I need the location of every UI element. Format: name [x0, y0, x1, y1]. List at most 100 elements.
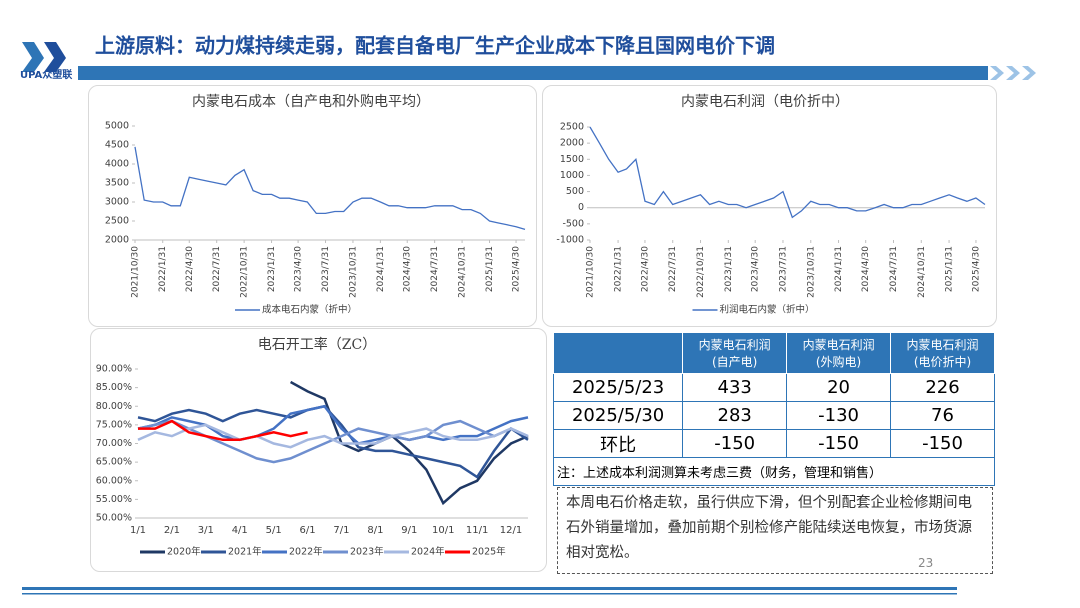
- x-tick-label: 2022/10/31: [696, 246, 706, 298]
- x-tick-label: 2024/1/31: [834, 246, 844, 292]
- x-tick-label: 2025/1/31: [945, 246, 955, 292]
- y-tick-label: 2500: [105, 216, 129, 227]
- x-tick-label: 2025/1/31: [485, 246, 495, 292]
- y-tick-label: 0: [578, 202, 584, 213]
- x-tick-label: 2024/4/30: [861, 246, 871, 292]
- comment-box: 本周电石价格走软，虽行供应下滑，但个别配套企业检修期间电石外销量增加，叠加前期个…: [557, 487, 993, 574]
- arrows: [990, 66, 1036, 80]
- chart-frame: [88, 85, 537, 327]
- x-tick-label: 2025/4/30: [971, 246, 981, 292]
- legend-label: 2025年: [472, 546, 506, 558]
- table-cell: 环比: [552, 429, 684, 458]
- y-tick-label: 65.00%: [96, 457, 132, 468]
- table-cell: 283: [682, 401, 788, 430]
- legend-label: 2022年: [289, 546, 323, 558]
- x-tick-label: 2023/10/31: [806, 246, 816, 298]
- table-cell: 2025/5/23: [552, 373, 684, 402]
- table-cell: -150: [890, 429, 995, 458]
- x-tick-label: 2024/1/31: [376, 246, 386, 292]
- x-tick-label: 4/1: [232, 525, 248, 536]
- x-tick-label: 2022/4/30: [185, 246, 195, 292]
- series-line: [589, 126, 986, 219]
- x-tick-label: 2023/7/31: [778, 246, 788, 292]
- x-tick-label: 7/1: [333, 525, 349, 536]
- logo-text: UPA众塑联: [20, 68, 72, 81]
- table-header: [552, 332, 684, 374]
- x-tick-label: 2022/7/31: [668, 246, 678, 292]
- y-tick-label: 75.00%: [96, 419, 132, 430]
- y-tick-label: 1500: [560, 154, 584, 165]
- y-tick-label: 500: [566, 186, 584, 197]
- legend-label: 2020年: [167, 546, 201, 558]
- x-tick-label: 2021/10/30: [131, 246, 141, 298]
- table-cell: 20: [786, 373, 892, 402]
- x-tick-label: 3/1: [198, 525, 214, 536]
- series-line: [137, 423, 529, 449]
- y-tick-label: 90.00%: [96, 364, 132, 375]
- y-tick-label: 70.00%: [96, 438, 132, 449]
- x-tick-label: 8/1: [367, 525, 383, 536]
- comment-text: 本周电石价格走软，虽行供应下滑，但个别配套企业检修期间电石外销量增加，叠加前期个…: [566, 495, 972, 561]
- x-tick-label: 2024/7/31: [430, 246, 440, 292]
- y-tick-label: 5000: [105, 121, 129, 132]
- x-tick-label: 2023/7/31: [321, 246, 331, 292]
- y-tick-label: 4500: [105, 140, 129, 151]
- x-tick-label: 6/1: [300, 525, 316, 536]
- table-header: 内蒙电石利润 (电价折中): [890, 332, 995, 374]
- table-header: 内蒙电石利润 (外购电): [786, 332, 892, 374]
- x-tick-label: 2024/7/31: [889, 246, 899, 292]
- x-tick-label: 12/1: [500, 525, 522, 536]
- x-tick-label: 2022/1/31: [614, 246, 624, 292]
- chart-title: 内蒙电石利润（电价折中）: [681, 94, 849, 110]
- table-cell: -130: [786, 401, 892, 430]
- legend-label: 2024年: [411, 546, 445, 558]
- table-header: 内蒙电石利润 (自产电): [682, 332, 788, 374]
- chart-title: 电石开工率（ZC）: [258, 336, 376, 353]
- x-tick-label: 2024/4/30: [403, 246, 413, 292]
- series-line: [134, 146, 526, 231]
- x-tick-label: 2024/10/31: [458, 246, 468, 298]
- y-tick-label: -500: [562, 218, 584, 229]
- x-tick-label: 2023/4/30: [751, 246, 761, 292]
- chart-title: 内蒙电石成本（自产电和外购电平均）: [192, 94, 430, 110]
- x-tick-label: 2022/7/31: [212, 246, 222, 292]
- x-tick-label: 2022/10/31: [240, 246, 250, 298]
- x-tick-label: 9/1: [401, 525, 417, 536]
- table-cell: -150: [786, 429, 892, 458]
- legend-label: 2021年: [228, 546, 262, 558]
- footer-line: [22, 587, 957, 590]
- y-tick-label: 60.00%: [96, 475, 132, 486]
- x-tick-label: 2023/1/31: [267, 246, 277, 292]
- table-cell: -150: [682, 429, 788, 458]
- y-tick-label: 3000: [105, 197, 129, 208]
- x-tick-label: 1/1: [130, 525, 146, 536]
- legend-label: 成本电石内蒙（折中）: [262, 304, 357, 316]
- x-tick-label: 10/1: [432, 525, 454, 536]
- table-note: 注：上述成本利润测算未考虑三费（财务，管理和销售）: [553, 457, 995, 486]
- x-tick-label: 2024/10/31: [917, 246, 927, 298]
- table-cell: 2025/5/30: [552, 401, 684, 430]
- y-tick-label: 4000: [105, 159, 129, 170]
- series-line: [138, 419, 308, 442]
- table-cell: 226: [890, 373, 995, 402]
- y-tick-label: 2500: [560, 122, 584, 133]
- y-tick-label: 55.00%: [96, 494, 132, 505]
- y-tick-label: 50.00%: [96, 513, 132, 524]
- logo: [22, 42, 66, 72]
- y-tick-label: 80.00%: [96, 401, 132, 412]
- table-cell: 76: [890, 401, 995, 430]
- y-tick-label: -1000: [556, 235, 584, 246]
- chart-frame: [542, 85, 997, 327]
- chart-frame: [90, 328, 547, 572]
- x-tick-label: 2023/1/31: [724, 246, 734, 292]
- y-tick-label: 1000: [560, 170, 584, 181]
- table-cell: 433: [682, 373, 788, 402]
- footer-line: [22, 593, 957, 595]
- x-tick-label: 2/1: [164, 525, 180, 536]
- title-bar: [78, 66, 988, 80]
- profit-table: 内蒙电石利润 (自产电) 内蒙电石利润 (外购电) 内蒙电石利润 (电价折中) 20…: [552, 332, 995, 486]
- x-tick-label: 2021/10/30: [586, 246, 596, 298]
- x-tick-label: 5/1: [266, 525, 282, 536]
